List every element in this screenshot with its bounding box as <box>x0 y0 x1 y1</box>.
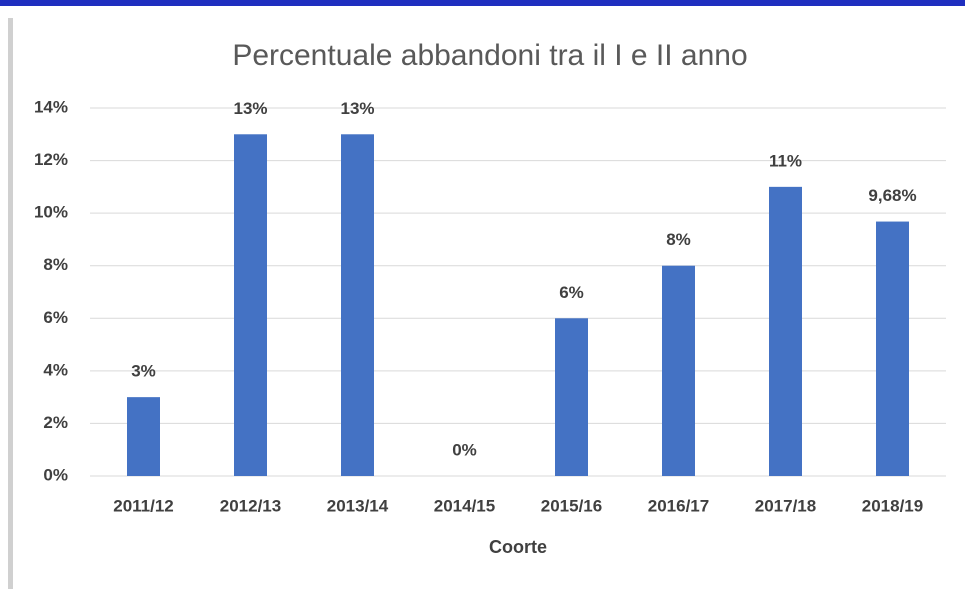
value-label: 8% <box>666 230 691 249</box>
x-tick-label: 2014/15 <box>434 496 495 515</box>
bar <box>234 134 267 477</box>
y-tick-label: 12% <box>34 150 68 169</box>
value-label: 9,68% <box>868 186 916 205</box>
bar <box>769 186 802 476</box>
chart-title: Percentuale abbandoni tra il I e II anno <box>232 39 747 72</box>
bar <box>876 221 909 476</box>
bar <box>341 134 374 477</box>
x-tick-label: 2016/17 <box>648 496 709 515</box>
bar <box>662 265 695 476</box>
value-label: 13% <box>340 99 374 118</box>
left-border <box>8 18 13 589</box>
y-tick-label: 2% <box>43 413 68 432</box>
value-label: 0% <box>452 440 477 459</box>
y-tick-label: 6% <box>43 308 68 327</box>
y-tick-label: 4% <box>43 360 68 379</box>
x-tick-label: 2012/13 <box>220 496 281 515</box>
y-tick-label: 14% <box>34 97 68 116</box>
value-label: 3% <box>131 362 156 381</box>
bar <box>127 397 160 476</box>
x-tick-label: 2013/14 <box>327 496 389 515</box>
top-border <box>0 0 965 6</box>
x-tick-label: 2015/16 <box>541 496 602 515</box>
x-tick-label: 2011/12 <box>113 496 174 515</box>
bar <box>555 318 588 476</box>
y-tick-label: 8% <box>43 255 68 274</box>
x-tick-label: 2018/19 <box>862 496 923 515</box>
value-label: 6% <box>559 283 584 302</box>
y-tick-label: 10% <box>34 203 68 222</box>
x-tick-label: 2017/18 <box>755 496 816 515</box>
value-label: 13% <box>233 99 267 118</box>
value-label: 11% <box>769 151 802 170</box>
x-axis-label: Coorte <box>489 537 547 557</box>
y-tick-label: 0% <box>43 465 68 484</box>
